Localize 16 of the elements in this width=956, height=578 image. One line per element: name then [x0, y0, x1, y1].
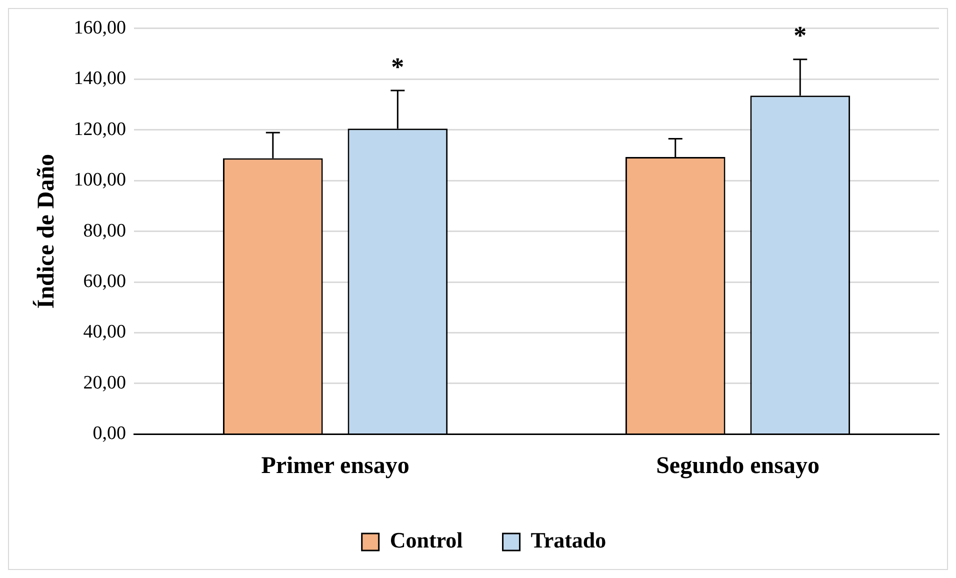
- legend-label: Control: [390, 528, 463, 553]
- y-tick-label: 60,00: [83, 271, 126, 292]
- annotation: *: [391, 52, 404, 82]
- y-tick-label: 80,00: [83, 220, 126, 242]
- legend-label: Tratado: [530, 528, 606, 553]
- y-tick-label: 120,00: [74, 118, 126, 140]
- y-tick-label: 20,00: [83, 372, 126, 394]
- x-tick-label: Primer ensayo: [261, 452, 410, 479]
- y-tick-label: 140,00: [74, 68, 126, 90]
- y-tick-label: 40,00: [83, 322, 126, 343]
- y-tick-label: 100,00: [74, 170, 126, 191]
- annotation: *: [794, 21, 807, 50]
- y-tick-label: 160,00: [74, 17, 126, 38]
- y-axis-title: Índice de Daño: [32, 154, 60, 309]
- y-tick-label: 0,00: [92, 423, 126, 444]
- x-tick-label: Segundo ensayo: [656, 452, 820, 479]
